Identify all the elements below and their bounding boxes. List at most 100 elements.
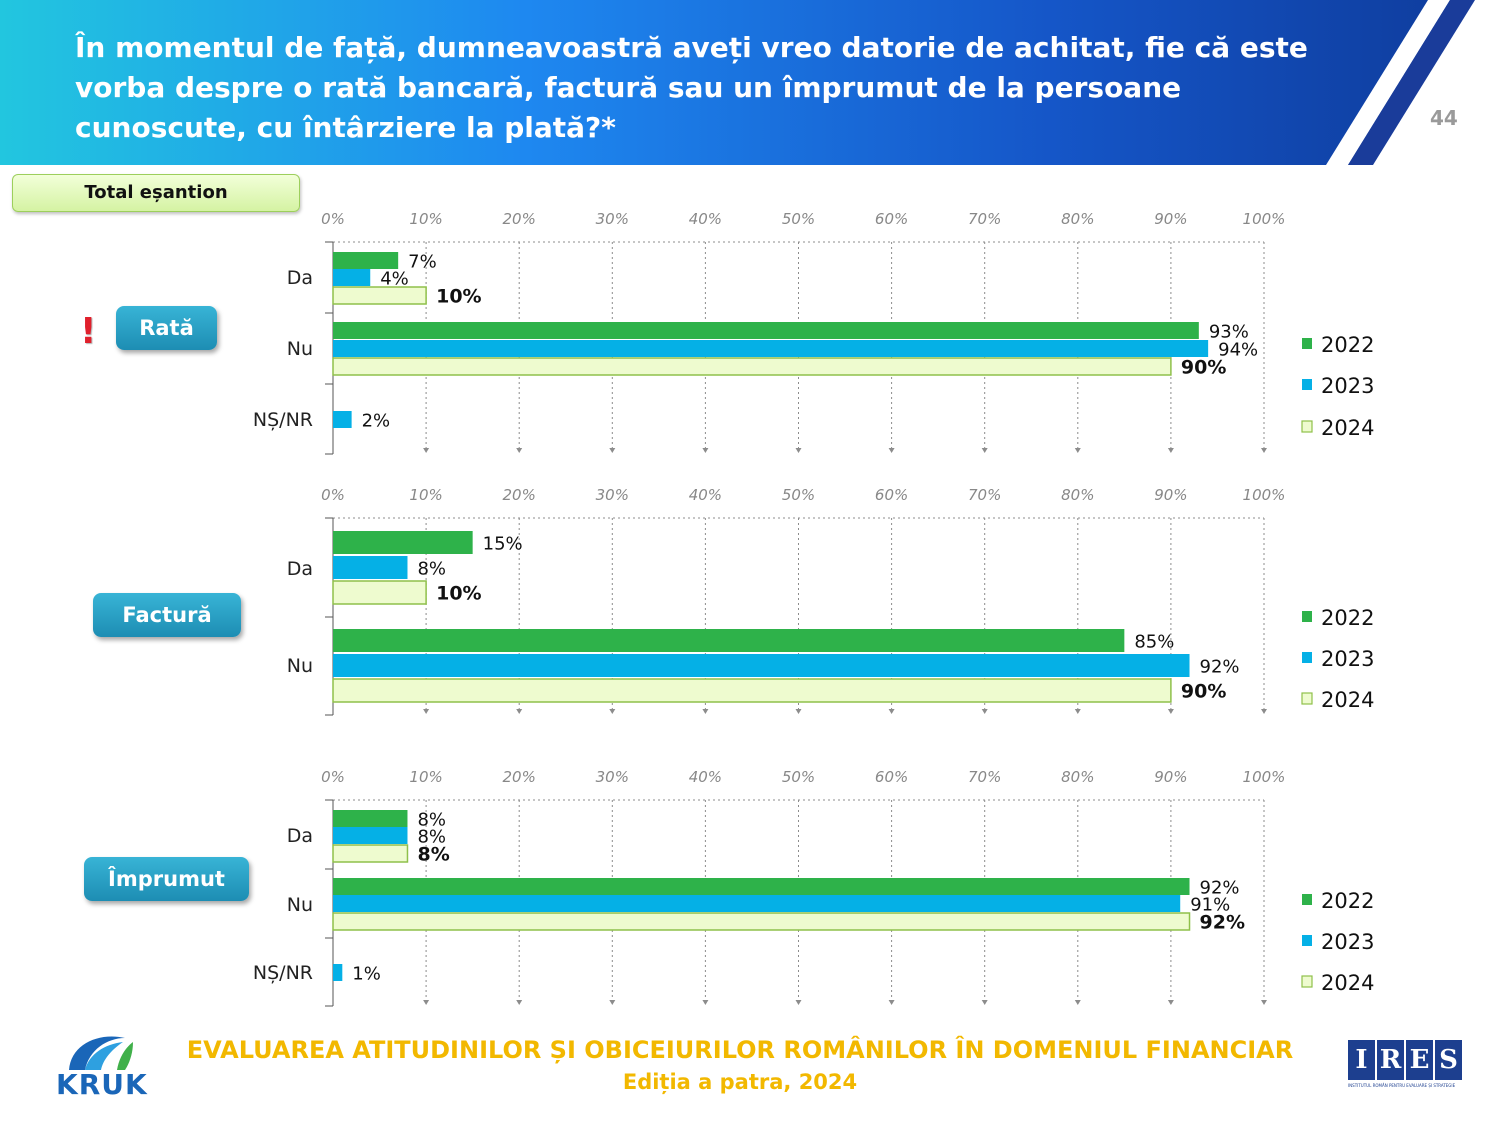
gridline-arrow: [1074, 448, 1081, 453]
gridline-arrow: [1261, 709, 1267, 714]
alert-icon: !: [80, 311, 97, 352]
ires-letter: R: [1377, 1040, 1404, 1080]
gridline-arrow: [1074, 709, 1081, 714]
page-number: 44: [1430, 106, 1458, 130]
gridline-arrow: [609, 1000, 616, 1005]
legend-label: 2024: [1321, 971, 1374, 995]
bar-2023: [333, 827, 408, 844]
legend-swatch: [1301, 420, 1313, 433]
data-label: 4%: [380, 269, 409, 290]
bar-2024: [332, 678, 1172, 703]
data-label: 8%: [417, 559, 446, 580]
footer-title: EVALUAREA ATITUDINILOR ȘI OBICEIURILOR R…: [186, 1036, 1294, 1064]
header-banner: În momentul de față, dumneavoastră aveți…: [0, 0, 1500, 165]
section-badge-imprumut: Împrumut: [84, 857, 249, 901]
gridline-arrow: [981, 1000, 988, 1005]
axis-tick-label: 80%: [1061, 768, 1094, 786]
data-label: 85%: [1134, 632, 1174, 653]
gridline-arrow: [702, 709, 709, 714]
legend-swatch: [1301, 975, 1313, 988]
axis-tick-label: 30%: [596, 768, 629, 786]
gridline-arrow: [981, 448, 988, 453]
axis-tick-label: 30%: [596, 486, 629, 504]
axis-tick-label: 20%: [503, 768, 536, 786]
gridline-arrow: [702, 1000, 709, 1005]
data-label: 1%: [352, 964, 381, 985]
data-label: 10%: [436, 286, 481, 308]
category-label: Nu: [287, 655, 313, 677]
legend-swatch: [1302, 652, 1312, 663]
axis-tick-label: 60%: [875, 486, 908, 504]
category-label: Da: [287, 267, 313, 289]
axis-tick-label: 70%: [968, 210, 1001, 228]
gridline-arrow: [1167, 448, 1174, 453]
gridline-arrow: [888, 709, 895, 714]
category-label: NȘ/NR: [253, 962, 313, 984]
axis-tick-label: 80%: [1061, 210, 1094, 228]
axis-tick-label: 40%: [689, 768, 722, 786]
category-label: Da: [287, 825, 313, 847]
axis-tick-label: 90%: [1154, 486, 1187, 504]
gridline-arrow: [795, 709, 802, 714]
bar-2022: [333, 322, 1199, 339]
axis-tick-label: 70%: [968, 768, 1001, 786]
gridline-arrow: [795, 1000, 802, 1005]
data-label: 2%: [362, 411, 391, 432]
section-badge-rata: Rată: [116, 306, 217, 350]
category-label: Nu: [287, 338, 313, 360]
legend-swatch: [1302, 935, 1312, 946]
data-label: 7%: [408, 252, 437, 273]
axis-tick-label: 10%: [409, 486, 442, 504]
bar-2023: [333, 654, 1190, 677]
gridline-arrow: [795, 448, 802, 453]
ires-logo: I R E S INSTITUTUL ROMÂN PENTRU EVALUARE…: [1348, 1040, 1463, 1092]
gridline-arrow: [516, 709, 523, 714]
axis-tick-label: 100%: [1243, 486, 1286, 504]
gridline-arrow: [516, 1000, 523, 1005]
data-label: 8%: [417, 810, 446, 831]
axis-tick-label: 100%: [1243, 210, 1286, 228]
bar-2024: [332, 912, 1191, 931]
axis-tick-label: 0%: [321, 486, 345, 504]
data-label: 91%: [1190, 895, 1230, 916]
ires-letter: I: [1348, 1040, 1375, 1080]
gridline-arrow: [423, 1000, 430, 1005]
legend-label: 2022: [1321, 889, 1374, 913]
ires-letter: E: [1406, 1040, 1433, 1080]
gridline-arrow: [516, 448, 523, 453]
bar-2022: [333, 878, 1190, 895]
kruk-logo-text: KRUK: [56, 1068, 148, 1101]
gridline-arrow: [888, 448, 895, 453]
gridline-arrow: [609, 448, 616, 453]
axis-tick-label: 40%: [689, 210, 722, 228]
legend-swatch: [1301, 692, 1313, 705]
bar-2022: [333, 531, 473, 554]
section-badge-factura: Factură: [93, 593, 241, 637]
bar-2022: [333, 629, 1125, 652]
legend-swatch: [1302, 379, 1312, 390]
category-label: Da: [287, 558, 313, 580]
bar-2024: [332, 580, 427, 605]
gridline-arrow: [609, 709, 616, 714]
data-label: 93%: [1209, 322, 1249, 343]
axis-tick-label: 20%: [503, 486, 536, 504]
bar-2023: [333, 964, 343, 981]
axis-tick-label: 90%: [1154, 768, 1187, 786]
legend-label: 2024: [1321, 688, 1374, 712]
axis-tick-label: 10%: [409, 210, 442, 228]
ires-caption: INSTITUTUL ROMÂN PENTRU EVALUARE ȘI STRA…: [1348, 1083, 1456, 1088]
bar-2024: [332, 844, 409, 863]
gridline-arrow: [1074, 1000, 1081, 1005]
axis-tick-label: 80%: [1061, 486, 1094, 504]
bar-2022: [333, 810, 408, 827]
data-label: 8%: [417, 827, 446, 848]
bar-2022: [333, 252, 399, 269]
axis-tick-label: 0%: [321, 768, 345, 786]
gridline-arrow: [423, 448, 430, 453]
axis-tick-label: 10%: [409, 768, 442, 786]
header-stripes: [1326, 0, 1500, 165]
data-label: 15%: [483, 534, 523, 555]
axis-tick-label: 60%: [875, 768, 908, 786]
category-label: NȘ/NR: [253, 409, 313, 431]
bar-2023: [333, 269, 371, 286]
